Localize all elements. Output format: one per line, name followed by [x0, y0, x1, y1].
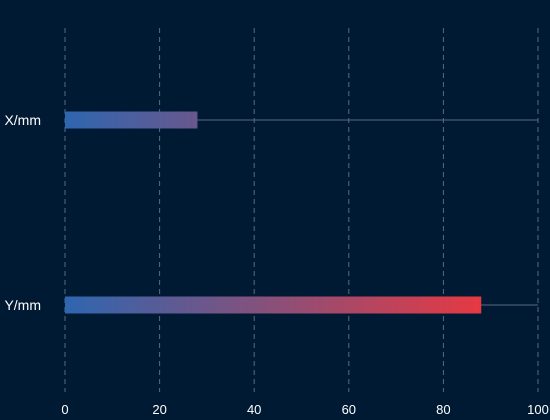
- grid-layer: [64, 28, 539, 392]
- bar-layer: [65, 111, 482, 314]
- x-tick-label-0: 0: [61, 402, 68, 417]
- x-tick-label-80: 80: [436, 402, 450, 417]
- category-label-1: Y/mm: [4, 297, 41, 313]
- category-label-0: X/mm: [4, 112, 41, 128]
- x-tick-label-60: 60: [342, 402, 356, 417]
- x-tick-label-20: 20: [152, 402, 166, 417]
- x-tick-label-100: 100: [527, 402, 549, 417]
- x-tick-label-40: 40: [247, 402, 261, 417]
- bar-y-mm: [65, 296, 482, 314]
- label-layer: 0 20 40 60 80 100 X/mm Y/mm: [4, 112, 548, 417]
- bar-x-mm: [65, 111, 198, 129]
